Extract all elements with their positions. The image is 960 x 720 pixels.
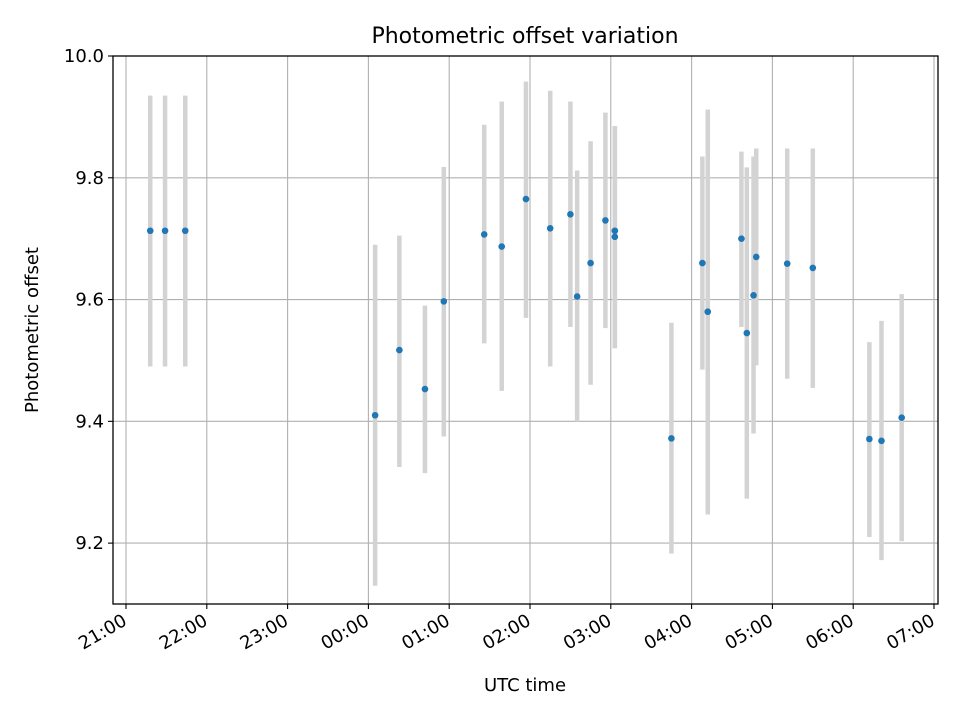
data-point [440, 298, 448, 305]
x-tick-label: 04:00 [641, 610, 696, 654]
data-point [567, 211, 574, 218]
data-point [587, 259, 594, 267]
x-tick-label: 23:00 [237, 610, 292, 654]
x-tick-label: 01:00 [398, 610, 453, 654]
data-point [396, 346, 403, 354]
y-tick-label: 9.2 [75, 533, 104, 554]
tick-layer [108, 55, 935, 609]
data-point [480, 231, 488, 238]
x-tick-label: 03:00 [560, 610, 615, 654]
y-axis-label: Photometric offset [22, 247, 43, 413]
x-tick-label: 21:00 [75, 610, 130, 654]
x-tick-label: 02:00 [479, 610, 534, 654]
data-point [522, 195, 530, 203]
plot-frame [112, 55, 939, 605]
x-tick-label: 07:00 [883, 610, 938, 654]
y-tick-label: 10.0 [64, 46, 104, 67]
data-point [146, 227, 154, 235]
data-point [809, 264, 817, 272]
data-point [783, 260, 791, 267]
x-tick-label: 05:00 [721, 610, 776, 654]
data-point [421, 385, 429, 393]
chart-title: Photometric offset variation [371, 24, 678, 49]
x-tick-label: 22:00 [156, 610, 211, 654]
data-point [498, 243, 506, 250]
data-point [371, 411, 379, 419]
errorbar-layer [147, 81, 904, 586]
data-point [546, 225, 554, 232]
data-point [743, 329, 751, 337]
data-point [898, 414, 905, 421]
data-point [602, 217, 609, 224]
x-axis-label: UTC time [484, 675, 566, 696]
y-tick-label: 9.4 [75, 411, 104, 432]
data-point [161, 227, 169, 235]
x-tick-label: 00:00 [317, 610, 372, 654]
point-layer [146, 195, 905, 445]
data-point [750, 291, 757, 299]
data-point [878, 437, 885, 445]
data-point [738, 235, 745, 242]
data-point [866, 435, 873, 443]
data-point [752, 253, 760, 261]
y-tick-label: 9.8 [75, 168, 104, 189]
y-tick-label: 9.6 [75, 290, 104, 311]
data-point [699, 259, 706, 267]
data-point [611, 227, 619, 235]
data-point [704, 308, 712, 316]
data-point [611, 233, 619, 241]
data-point [668, 435, 675, 442]
x-tick-label: 06:00 [802, 610, 857, 654]
data-point [573, 293, 581, 300]
data-point [181, 227, 189, 235]
